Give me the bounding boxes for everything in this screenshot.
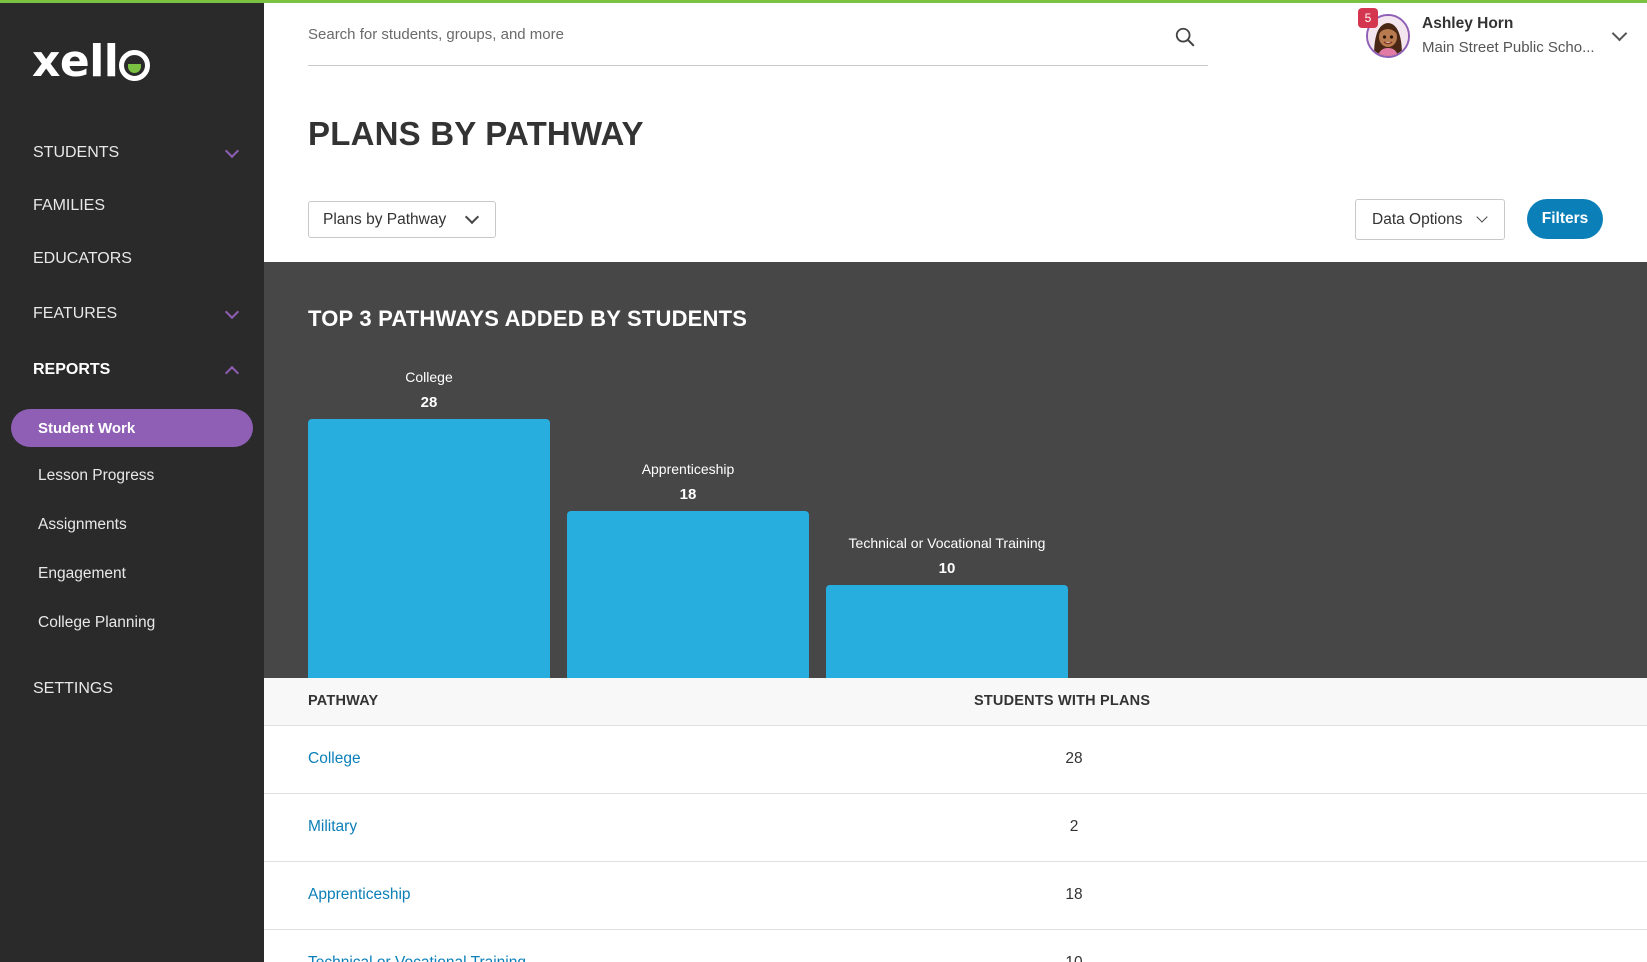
logo-o-icon: [119, 49, 151, 81]
sidebar-item-label: SETTINGS: [33, 680, 114, 697]
table-header-row: PATHWAY STUDENTS WITH PLANS: [264, 678, 1647, 726]
chart-title: TOP 3 PATHWAYS ADDED BY STUDENTS: [308, 306, 748, 331]
sidebar-subitem-assignments[interactable]: Assignments: [38, 516, 127, 533]
avatar-illustration-icon: [1368, 16, 1408, 56]
pathway-link[interactable]: College: [308, 750, 361, 767]
chevron-up-icon: [224, 365, 240, 380]
sidebar-item-label: REPORTS: [33, 361, 111, 378]
sidebar-item-educators[interactable]: EDUCATORS: [33, 247, 243, 271]
sidebar-item-settings[interactable]: SETTINGS: [33, 677, 243, 701]
user-school: Main Street Public Scho...: [1422, 39, 1595, 56]
data-options-label: Data Options: [1372, 210, 1463, 228]
sidebar-item-families[interactable]: FAMILIES: [33, 194, 243, 218]
chart-bar-label: College: [405, 369, 453, 385]
chart-bar-value: 18: [679, 486, 697, 503]
xello-logo[interactable]: xell: [32, 36, 151, 87]
chart-bar-label: Apprenticeship: [641, 461, 735, 477]
sidebar-item-label: EDUCATORS: [33, 250, 132, 267]
page-title: PLANS BY PATHWAY: [308, 115, 644, 152]
sidebar-item-features[interactable]: FEATURES: [33, 302, 243, 326]
logo-text: xell: [32, 36, 119, 87]
sidebar-subitem-engagement[interactable]: Engagement: [38, 565, 126, 582]
students-count: 2: [1069, 818, 1079, 835]
sidebar-subitem-lesson-progress[interactable]: Lesson Progress: [38, 467, 155, 484]
sidebar-item-label: FEATURES: [33, 305, 118, 322]
sidebar-item-students[interactable]: STUDENTS: [33, 141, 243, 165]
chart-bar-value: 10: [938, 560, 956, 577]
chart-bar-label: Technical or Vocational Training: [848, 535, 1046, 551]
user-menu[interactable]: 5 Ashley Horn Main Street Public Scho...: [1358, 8, 1636, 64]
pathway-link[interactable]: Technical or Vocational Training: [308, 954, 526, 962]
table-row: College 28: [264, 726, 1647, 794]
search-icon[interactable]: [1174, 26, 1196, 48]
sidebar: xell STUDENTS FAMILIES EDUCATORS FEATURE…: [0, 0, 264, 962]
top-accent-line: [0, 0, 1647, 3]
sidebar-item-label: FAMILIES: [33, 197, 106, 214]
search-bar: [308, 20, 1208, 66]
chart-bar[interactable]: [308, 419, 550, 678]
chevron-down-icon: [1476, 211, 1488, 223]
report-select-value: Plans by Pathway: [323, 210, 447, 228]
pathway-table: PATHWAY STUDENTS WITH PLANS College 28 M…: [264, 678, 1647, 962]
sidebar-item-reports[interactable]: REPORTS: [33, 358, 243, 382]
chart-bar-value: 28: [420, 394, 438, 411]
chart-panel: TOP 3 PATHWAYS ADDED BY STUDENTS 28 Colle…: [264, 262, 1647, 678]
pathway-link[interactable]: Apprenticeship: [308, 886, 411, 903]
chevron-down-icon[interactable]: [1611, 25, 1628, 42]
students-count: 10: [1044, 954, 1104, 962]
notification-badge[interactable]: 5: [1358, 8, 1378, 28]
report-select[interactable]: Plans by Pathway: [308, 201, 496, 238]
column-header-students[interactable]: STUDENTS WITH PLANS: [974, 693, 1151, 709]
data-options-button[interactable]: Data Options: [1355, 199, 1505, 240]
filters-button[interactable]: Filters: [1527, 199, 1603, 239]
chart-bar[interactable]: [567, 511, 809, 678]
column-header-pathway[interactable]: PATHWAY: [308, 693, 379, 709]
sidebar-item-label: STUDENTS: [33, 144, 120, 161]
user-name: Ashley Horn: [1422, 15, 1514, 32]
pathway-link[interactable]: Military: [308, 818, 358, 835]
chevron-down-icon: [224, 304, 240, 319]
students-count: 28: [1065, 750, 1083, 767]
students-count: 18: [1065, 886, 1083, 903]
chart-bar[interactable]: [826, 585, 1068, 678]
chevron-down-icon: [224, 143, 240, 158]
bar-chart: 28 College 18 Apprenticeship 10 Technical or …: [264, 262, 1647, 678]
search-input[interactable]: [308, 20, 1158, 48]
chevron-down-icon: [464, 209, 480, 225]
table-row: Apprenticeship 18: [264, 862, 1647, 930]
table-row: Technical or Vocational Training 10: [264, 930, 1647, 962]
avatar: [1366, 14, 1410, 58]
sidebar-subitem-student-work[interactable]: Student Work: [11, 409, 253, 447]
sidebar-subitem-college-planning[interactable]: College Planning: [38, 614, 156, 631]
table-row: Military 2: [264, 794, 1647, 862]
